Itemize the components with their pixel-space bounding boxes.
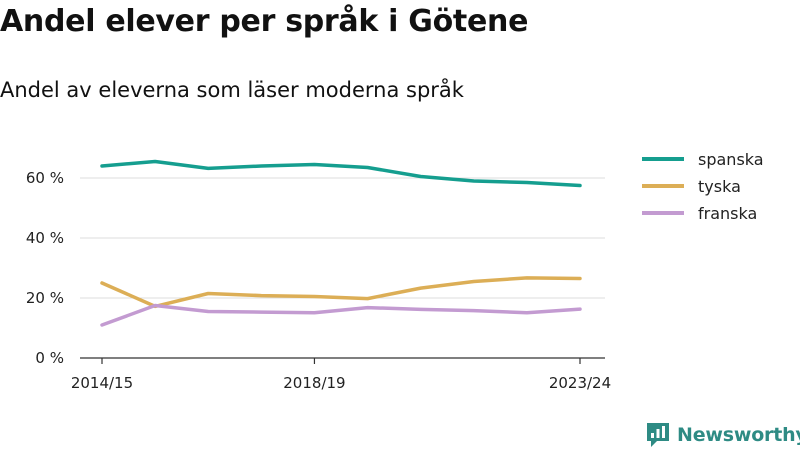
line-chart: 0 % 20 % 40 % 60 % 2014/15 2018/19 2023/24 spa… — [26, 150, 764, 392]
series-line-franska — [100, 303, 582, 327]
y-tick-label: 20 % — [26, 289, 64, 307]
legend-label-tyska: tyska — [698, 177, 741, 196]
brand-logo: Newsworthy — [645, 420, 800, 450]
legend-label-franska: franska — [698, 204, 757, 223]
brand-name: Newsworthy — [677, 424, 800, 446]
y-tick-label: 40 % — [26, 229, 64, 247]
x-tick-label: 2018/19 — [283, 374, 345, 392]
y-tick-label: 0 % — [35, 349, 64, 367]
chart-subtitle: Andel av eleverna som läser moderna språ… — [0, 78, 464, 102]
legend: spanska tyska franska — [642, 150, 764, 223]
legend-label-spanska: spanska — [698, 150, 764, 169]
x-tick-label: 2014/15 — [71, 374, 133, 392]
chart-title: Andel elever per språk i Götene — [0, 4, 529, 39]
y-tick-label: 60 % — [26, 169, 64, 187]
series-line-tyska — [100, 276, 582, 309]
x-tick-label: 2023/24 — [549, 374, 611, 392]
x-axis: 0 % 20 % 40 % 60 % 2014/15 2018/19 2023/24 — [26, 169, 611, 392]
grid-lines — [80, 177, 605, 299]
series-lines — [100, 159, 582, 327]
series-line-spanska — [100, 159, 582, 188]
newsworthy-logo-icon — [647, 423, 669, 447]
